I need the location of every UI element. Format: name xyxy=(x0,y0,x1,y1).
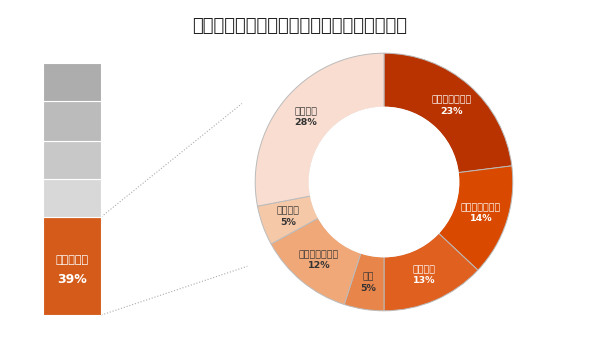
Text: メカトロニクス
12%: メカトロニクス 12% xyxy=(299,250,339,271)
Text: 通信機器
13%: 通信機器 13% xyxy=(413,265,436,286)
Bar xyxy=(43,101,101,141)
Text: 特機
5%: 特機 5% xyxy=(360,272,376,293)
Text: ソリューション
23%: ソリューション 23% xyxy=(431,96,472,116)
Wedge shape xyxy=(344,253,384,311)
Text: 無線・通信: 無線・通信 xyxy=(55,254,89,265)
Wedge shape xyxy=(439,166,513,270)
Text: マリンシステム
14%: マリンシステム 14% xyxy=(461,203,501,224)
Wedge shape xyxy=(255,53,384,206)
Text: 基礎開発
28%: 基礎開発 28% xyxy=(294,107,317,127)
Bar xyxy=(43,141,101,179)
Bar xyxy=(43,217,101,315)
Bar xyxy=(43,63,101,101)
Text: 無線・通信セグメントの保有知的財産構成比: 無線・通信セグメントの保有知的財産構成比 xyxy=(193,18,407,35)
Wedge shape xyxy=(384,53,512,173)
Text: 39%: 39% xyxy=(57,273,87,286)
Wedge shape xyxy=(257,196,319,244)
Wedge shape xyxy=(271,218,361,304)
Circle shape xyxy=(309,107,459,257)
Text: 医用機器
5%: 医用機器 5% xyxy=(277,206,300,226)
Bar xyxy=(43,179,101,217)
Wedge shape xyxy=(384,233,478,311)
